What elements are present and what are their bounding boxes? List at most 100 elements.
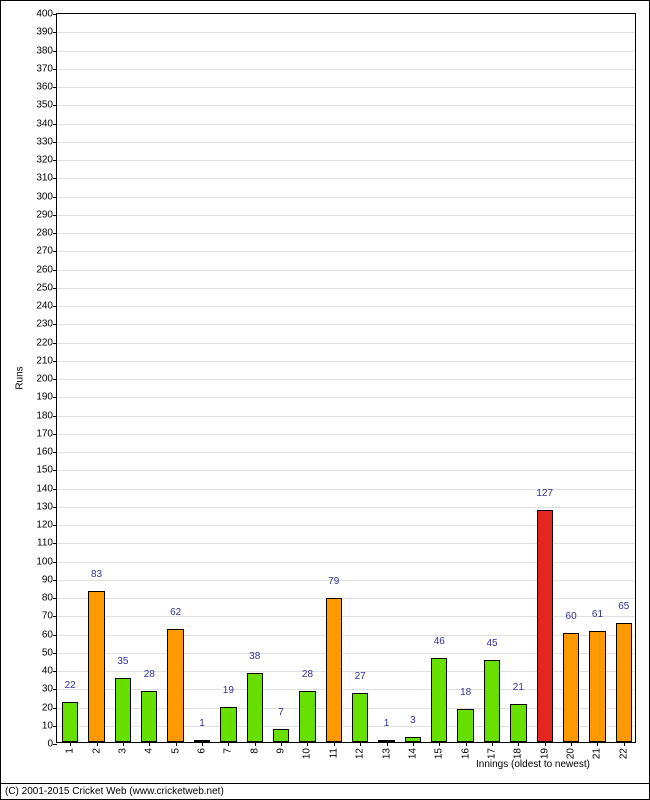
xtick-mark xyxy=(360,742,361,746)
ytick-mark xyxy=(53,598,57,599)
bar-value-label: 21 xyxy=(513,682,524,693)
gridline xyxy=(57,105,635,106)
gridline xyxy=(57,452,635,453)
gridline xyxy=(57,32,635,33)
bar xyxy=(616,623,632,742)
ytick-mark xyxy=(53,32,57,33)
gridline xyxy=(57,288,635,289)
gridline xyxy=(57,215,635,216)
ytick-mark xyxy=(53,635,57,636)
xtick-label: 17 xyxy=(487,748,498,759)
xtick-label: 20 xyxy=(566,748,577,759)
bar xyxy=(115,678,131,742)
xtick-label: 3 xyxy=(117,748,128,754)
xtick-label: 10 xyxy=(302,748,313,759)
ytick-label: 50 xyxy=(42,647,53,658)
bar xyxy=(167,629,183,742)
copyright-footer: (C) 2001-2015 Cricket Web (www.cricketwe… xyxy=(1,783,649,799)
ytick-label: 40 xyxy=(42,666,53,677)
ytick-label: 320 xyxy=(36,155,53,166)
gridline xyxy=(57,270,635,271)
xtick-mark xyxy=(518,742,519,746)
ytick-mark xyxy=(53,580,57,581)
xtick-mark xyxy=(123,742,124,746)
ytick-label: 400 xyxy=(36,9,53,20)
bar-value-label: 22 xyxy=(65,680,76,691)
bar-value-label: 7 xyxy=(278,707,284,718)
gridline xyxy=(57,397,635,398)
xtick-label: 13 xyxy=(381,748,392,759)
ytick-mark xyxy=(53,14,57,15)
xtick-label: 4 xyxy=(144,748,155,754)
ytick-label: 140 xyxy=(36,483,53,494)
ytick-label: 230 xyxy=(36,319,53,330)
xtick-mark xyxy=(624,742,625,746)
xtick-label: 14 xyxy=(407,748,418,759)
xtick-label: 9 xyxy=(276,748,287,754)
ytick-mark xyxy=(53,361,57,362)
bar xyxy=(299,691,315,742)
ytick-label: 180 xyxy=(36,410,53,421)
ytick-label: 30 xyxy=(42,684,53,695)
ytick-label: 290 xyxy=(36,209,53,220)
bar xyxy=(273,729,289,742)
ytick-label: 60 xyxy=(42,629,53,640)
bar xyxy=(589,631,605,742)
xtick-label: 19 xyxy=(539,748,550,759)
gridline xyxy=(57,434,635,435)
bar xyxy=(62,702,78,742)
ytick-mark xyxy=(53,653,57,654)
ytick-mark xyxy=(53,142,57,143)
ytick-label: 10 xyxy=(42,720,53,731)
bar xyxy=(141,691,157,742)
ytick-mark xyxy=(53,197,57,198)
bar-value-label: 19 xyxy=(223,685,234,696)
ytick-mark xyxy=(53,215,57,216)
xtick-mark xyxy=(439,742,440,746)
gridline xyxy=(57,470,635,471)
xtick-mark xyxy=(281,742,282,746)
ytick-mark xyxy=(53,124,57,125)
xtick-mark xyxy=(571,742,572,746)
gridline xyxy=(57,507,635,508)
ytick-label: 300 xyxy=(36,191,53,202)
bar xyxy=(457,709,473,742)
ytick-label: 310 xyxy=(36,173,53,184)
gridline xyxy=(57,251,635,252)
bar xyxy=(352,693,368,742)
ytick-label: 100 xyxy=(36,556,53,567)
ytick-mark xyxy=(53,270,57,271)
ytick-mark xyxy=(53,452,57,453)
ytick-mark xyxy=(53,288,57,289)
xtick-label: 11 xyxy=(328,748,339,758)
gridline xyxy=(57,69,635,70)
ytick-mark xyxy=(53,379,57,380)
gridline xyxy=(57,416,635,417)
ytick-mark xyxy=(53,160,57,161)
ytick-mark xyxy=(53,562,57,563)
gridline xyxy=(57,160,635,161)
ytick-mark xyxy=(53,470,57,471)
bar-value-label: 65 xyxy=(618,601,629,612)
ytick-mark xyxy=(53,726,57,727)
ytick-label: 160 xyxy=(36,447,53,458)
xtick-label: 2 xyxy=(91,748,102,754)
plot-area: 0102030405060708090100110120130140150160… xyxy=(56,13,636,743)
xtick-mark xyxy=(334,742,335,746)
ytick-label: 20 xyxy=(42,702,53,713)
ytick-label: 260 xyxy=(36,264,53,275)
gridline xyxy=(57,233,635,234)
ytick-mark xyxy=(53,178,57,179)
bar-value-label: 62 xyxy=(170,607,181,618)
bar xyxy=(510,704,526,742)
bar-value-label: 1 xyxy=(384,718,390,729)
ytick-mark xyxy=(53,416,57,417)
ytick-label: 270 xyxy=(36,246,53,257)
y-axis-label: Runs xyxy=(15,366,26,389)
xtick-label: 5 xyxy=(170,748,181,754)
gridline xyxy=(57,343,635,344)
bar xyxy=(326,598,342,742)
xtick-label: 1 xyxy=(65,748,76,754)
xtick-label: 7 xyxy=(223,748,234,754)
bar-value-label: 46 xyxy=(434,636,445,647)
